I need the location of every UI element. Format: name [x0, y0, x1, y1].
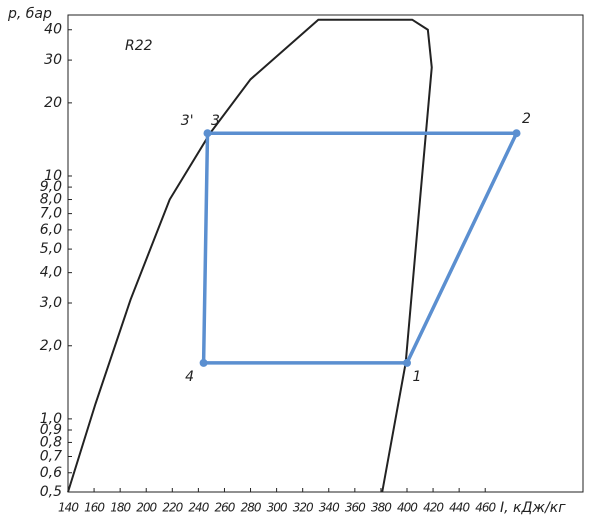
- point-label: 3: [211, 113, 220, 129]
- y-tick-label: 2,0: [40, 338, 62, 354]
- point-label: 4: [185, 369, 194, 385]
- y-tick-label: 0,6: [40, 465, 62, 481]
- y-tick-label: 0,8: [40, 434, 62, 450]
- y-axis-label: p, бар: [7, 6, 52, 22]
- x-tick-label: 420: [423, 501, 444, 515]
- cycle-point: [199, 358, 208, 367]
- y-tick-label: 5,0: [40, 241, 62, 257]
- y-tick-label: 40: [44, 22, 62, 38]
- cycle-point: [402, 358, 411, 367]
- x-tick-label: 340: [319, 501, 340, 515]
- y-tick-label: 30: [44, 52, 62, 68]
- y-tick-label: 7,0: [40, 206, 62, 222]
- x-tick-label: 380: [371, 501, 392, 515]
- x-tick-label: 360: [345, 501, 366, 515]
- x-tick-label: 240: [188, 501, 209, 515]
- plot-frame: [67, 14, 584, 493]
- x-tick-label: 440: [449, 501, 470, 515]
- cycle-point: [203, 129, 212, 138]
- x-tick-label: 300: [267, 501, 288, 515]
- x-tick-label: 140: [58, 501, 79, 515]
- y-tick-label: 3,0: [40, 295, 62, 311]
- point-label: 2: [522, 111, 531, 127]
- y-tick-label: 0,7: [40, 449, 62, 465]
- chart-title: R22: [125, 38, 153, 54]
- x-tick-label: 160: [84, 501, 105, 515]
- y-tick-label: 0,9: [40, 422, 62, 438]
- y-tick-label: 10: [44, 168, 62, 184]
- y-tick-label: 20: [44, 95, 62, 111]
- x-tick-label: 280: [241, 501, 262, 515]
- cycle-line: [201, 131, 520, 365]
- saturation-curve: [67, 18, 433, 493]
- x-tick-label: 220: [162, 501, 183, 515]
- y-tick-label: 4,0: [40, 265, 62, 281]
- y-tick-label: 6,0: [40, 222, 62, 238]
- y-tick-label: 1,0: [40, 411, 62, 427]
- x-tick-label: 180: [110, 501, 131, 515]
- y-tick-label: 9,0: [40, 179, 62, 195]
- y-tick-label: 0,5: [40, 484, 62, 500]
- x-tick-label: 460: [475, 501, 496, 515]
- x-tick-label: 260: [215, 501, 236, 515]
- x-tick-label: 200: [136, 501, 157, 515]
- point-label: 1: [413, 369, 422, 385]
- x-axis-label: I, кДж/кг: [500, 500, 566, 516]
- cycle-point: [512, 129, 521, 138]
- annotation: 3': [181, 113, 194, 129]
- x-tick-label: 320: [293, 501, 314, 515]
- x-tick-label: 400: [397, 501, 418, 515]
- y-tick-label: 8,0: [40, 192, 62, 208]
